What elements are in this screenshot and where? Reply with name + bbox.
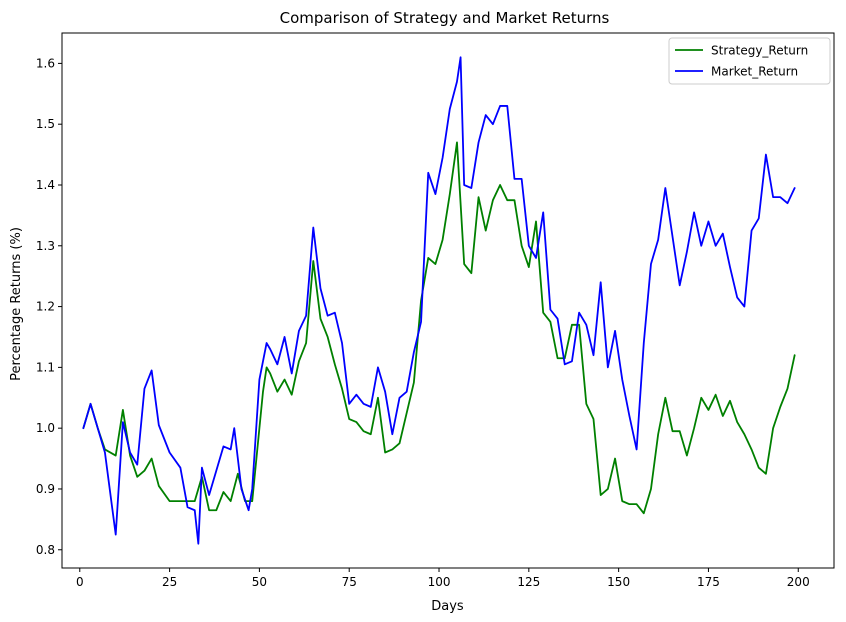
- series-line-strategy-return: [82, 141, 796, 515]
- y-axis-label: Percentage Returns (%): [9, 227, 24, 381]
- y-tick-label: 1.1: [36, 360, 55, 374]
- x-tick-label: 50: [252, 575, 267, 589]
- y-tick-label: 1.6: [36, 56, 55, 70]
- x-tick-label: 0: [76, 575, 84, 589]
- chart-title: Comparison of Strategy and Market Return…: [280, 9, 610, 27]
- axes-layer: 0 25 50 75 100 125 150 175 200 0.8 0.9 1.0 1.1 1.2 1.3…: [36, 32, 835, 589]
- legend-box: [668, 37, 831, 85]
- x-tick-label: 75: [342, 575, 357, 589]
- x-tick-label: 125: [517, 575, 540, 589]
- y-tick-label: 1.0: [36, 421, 55, 435]
- x-tick-label: 25: [162, 575, 177, 589]
- plot-background: [62, 33, 834, 568]
- plot-frame: [61, 32, 835, 569]
- y-tick-label: 1.3: [36, 239, 55, 253]
- y-tick-label: 0.9: [36, 482, 55, 496]
- legend-label: Strategy_Return: [711, 44, 808, 58]
- x-tick-label: 200: [787, 575, 810, 589]
- plot-area: [62, 33, 834, 568]
- x-tick-label: 175: [697, 575, 720, 589]
- y-tick-label: 0.8: [36, 543, 55, 557]
- x-tick-label: 100: [428, 575, 451, 589]
- y-tick-label: 1.4: [36, 178, 55, 192]
- series-layer: [82, 56, 796, 545]
- y-tick-label: 1.5: [36, 117, 55, 131]
- y-tick-label: 1.2: [36, 300, 55, 314]
- series-line-market-return: [82, 56, 796, 545]
- legend-label: Market_Return: [711, 65, 798, 79]
- x-axis-label: Days: [431, 599, 464, 614]
- x-tick-label: 150: [607, 575, 630, 589]
- legend: Strategy_Return Market_Return: [668, 37, 831, 85]
